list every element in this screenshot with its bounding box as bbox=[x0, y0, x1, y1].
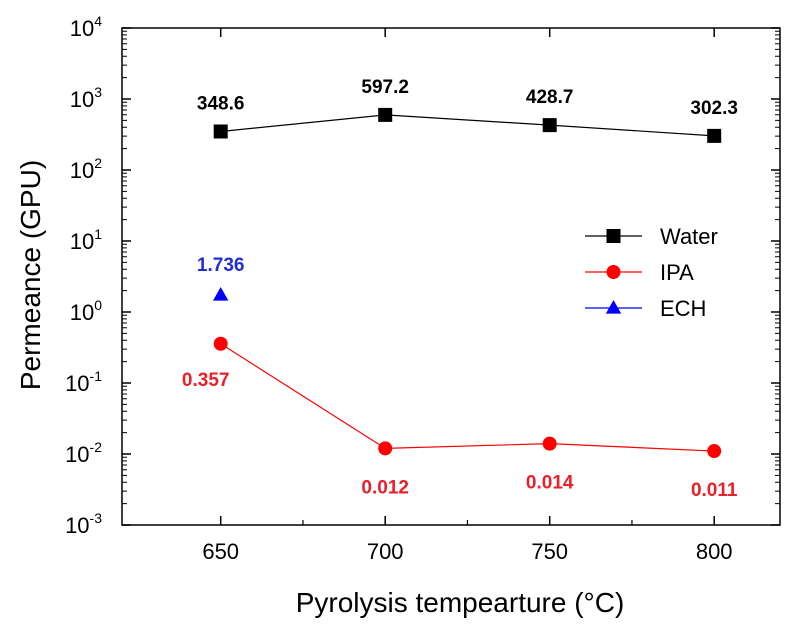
data-point-ipa bbox=[707, 444, 722, 459]
y-tick-label: 10-3 bbox=[65, 510, 102, 538]
series-layer bbox=[213, 107, 722, 459]
legend-item-water: Water bbox=[585, 224, 718, 249]
data-point-water bbox=[707, 128, 722, 143]
y-tick-label: 10-1 bbox=[65, 368, 102, 396]
x-tick-label: 650 bbox=[202, 539, 239, 564]
data-label-water: 428.7 bbox=[526, 87, 574, 108]
data-label-water: 348.6 bbox=[197, 93, 245, 114]
data-point-ech bbox=[213, 286, 229, 301]
data-label-ipa: 0.011 bbox=[691, 480, 738, 501]
data-point-ipa bbox=[542, 436, 557, 451]
series-ech bbox=[213, 286, 229, 301]
series-water bbox=[213, 107, 722, 143]
data-label-water: 597.2 bbox=[361, 77, 409, 98]
data-point-water bbox=[378, 107, 393, 122]
legend-label: IPA bbox=[660, 260, 694, 285]
legend-marker bbox=[606, 265, 621, 279]
y-tick-label: 104 bbox=[70, 13, 102, 41]
axes: 650 700 750 800 10-3 10-2 10-1 100 101 102 103 104 bbox=[65, 13, 781, 564]
y-tick-label: 101 bbox=[70, 226, 102, 254]
data-labels: 348.6 597.2 428.7 302.3 0.357 0.012 0.014 0.011… bbox=[182, 77, 738, 501]
data-label-ipa: 0.012 bbox=[361, 477, 409, 498]
data-label-ipa: 0.014 bbox=[526, 473, 574, 494]
legend-label: ECH bbox=[660, 296, 706, 321]
series-line-ipa bbox=[220, 343, 715, 452]
x-tick-label: 750 bbox=[531, 539, 568, 564]
legend-item-ipa: IPA bbox=[585, 260, 694, 285]
legend-marker bbox=[605, 299, 622, 314]
y-tick-label: 10-2 bbox=[65, 439, 102, 467]
series-ipa bbox=[213, 336, 722, 459]
data-label-ech: 1.736 bbox=[197, 255, 245, 276]
data-point-ipa bbox=[213, 336, 228, 351]
data-point-ipa bbox=[378, 441, 393, 456]
x-axis-title: Pyrolysis tempearture (°C) bbox=[296, 587, 625, 618]
series-line-water bbox=[220, 114, 715, 137]
plot-frame bbox=[121, 27, 781, 526]
legend: Water IPA ECH bbox=[585, 224, 718, 321]
x-tick-label: 800 bbox=[696, 539, 733, 564]
y-axis-title: Permeance (GPU) bbox=[15, 160, 46, 390]
y-tick-label: 100 bbox=[70, 297, 102, 325]
x-tick-label: 700 bbox=[367, 539, 404, 564]
data-label-water: 302.3 bbox=[690, 98, 738, 119]
legend-item-ech: ECH bbox=[585, 296, 706, 321]
legend-label: Water bbox=[660, 224, 718, 249]
data-point-water bbox=[542, 118, 557, 133]
y-tick-label: 103 bbox=[70, 84, 102, 112]
data-point-water bbox=[213, 124, 228, 139]
legend-marker bbox=[606, 229, 621, 243]
data-label-ipa: 0.357 bbox=[182, 370, 230, 391]
y-tick-label: 102 bbox=[70, 155, 102, 183]
